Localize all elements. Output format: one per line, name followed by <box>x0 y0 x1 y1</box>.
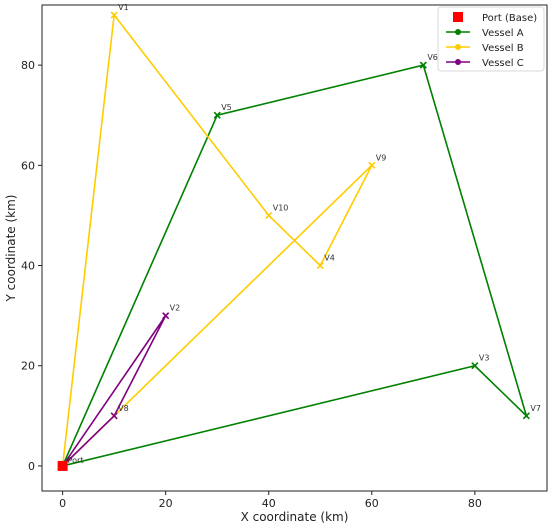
legend-vessel-b-dot <box>455 44 461 50</box>
vessel-b-marker-b <box>110 11 118 19</box>
x-tick-label: 80 <box>468 497 482 510</box>
vessel-a-marker-b <box>419 61 427 69</box>
legend-vessel-a-dot <box>455 29 461 35</box>
legend-port-swatch <box>453 12 463 22</box>
vessel-c-marker-b <box>110 412 118 420</box>
legend-vessel-c-dot <box>455 59 461 65</box>
x-tick-label: 20 <box>159 497 173 510</box>
vessel-b-marker-b <box>265 211 273 219</box>
vessel-a-route <box>61 64 529 467</box>
vessel-b-marker-b <box>368 161 376 169</box>
x-tick-label: 0 <box>59 497 66 510</box>
point-labels: V1 V2 V3 V4 V5 V6 V7 V8 V9 V10 Port <box>68 3 541 465</box>
vessel-a-marker-b <box>522 412 530 420</box>
port-marker <box>57 460 68 471</box>
vessel-c-marker-b <box>162 312 170 320</box>
legend-frame <box>437 6 545 72</box>
vessel-b-marker-b <box>316 261 324 270</box>
point-label: V4 <box>324 254 335 263</box>
legend: Port (Base) Vessel A Vessel B Vessel C <box>437 6 545 72</box>
plot-area <box>41 4 548 492</box>
point-label: V5 <box>221 103 232 112</box>
y-tick-label: 20 <box>21 360 35 373</box>
y-tick-label: 60 <box>21 159 35 172</box>
legend-vessel-c-label: Vessel C <box>482 58 524 69</box>
port-label: Port <box>68 456 84 465</box>
y-tick-label: 40 <box>21 260 35 273</box>
x-tick-label: 60 <box>365 497 379 510</box>
point-label: V6 <box>427 53 438 62</box>
legend-port-label: Port (Base) <box>482 13 537 24</box>
point-label: V1 <box>118 3 129 12</box>
y-tick-label: 0 <box>28 460 35 473</box>
port-marker-group <box>57 460 68 471</box>
point-label: V7 <box>530 404 541 413</box>
legend-vessel-b-label: Vessel B <box>482 43 524 54</box>
point-label: V2 <box>170 304 181 313</box>
y-axis-title: Y coordinate (km) <box>4 195 18 303</box>
x-axis-title: X coordinate (km) <box>241 510 349 524</box>
vessel-c-route <box>61 315 167 467</box>
point-label: V8 <box>118 404 129 413</box>
point-label: V3 <box>479 354 490 363</box>
point-label: V10 <box>273 203 289 212</box>
legend-vessel-a-label: Vessel A <box>482 28 524 39</box>
axis-ticks: 0 20 40 60 80 0 20 40 60 80 <box>21 59 482 510</box>
point-label: V9 <box>376 153 387 162</box>
vessel-a-marker-b <box>471 362 479 370</box>
x-tick-label: 40 <box>262 497 276 510</box>
y-tick-label: 80 <box>21 59 35 72</box>
vessel-a-marker-b <box>213 111 221 119</box>
